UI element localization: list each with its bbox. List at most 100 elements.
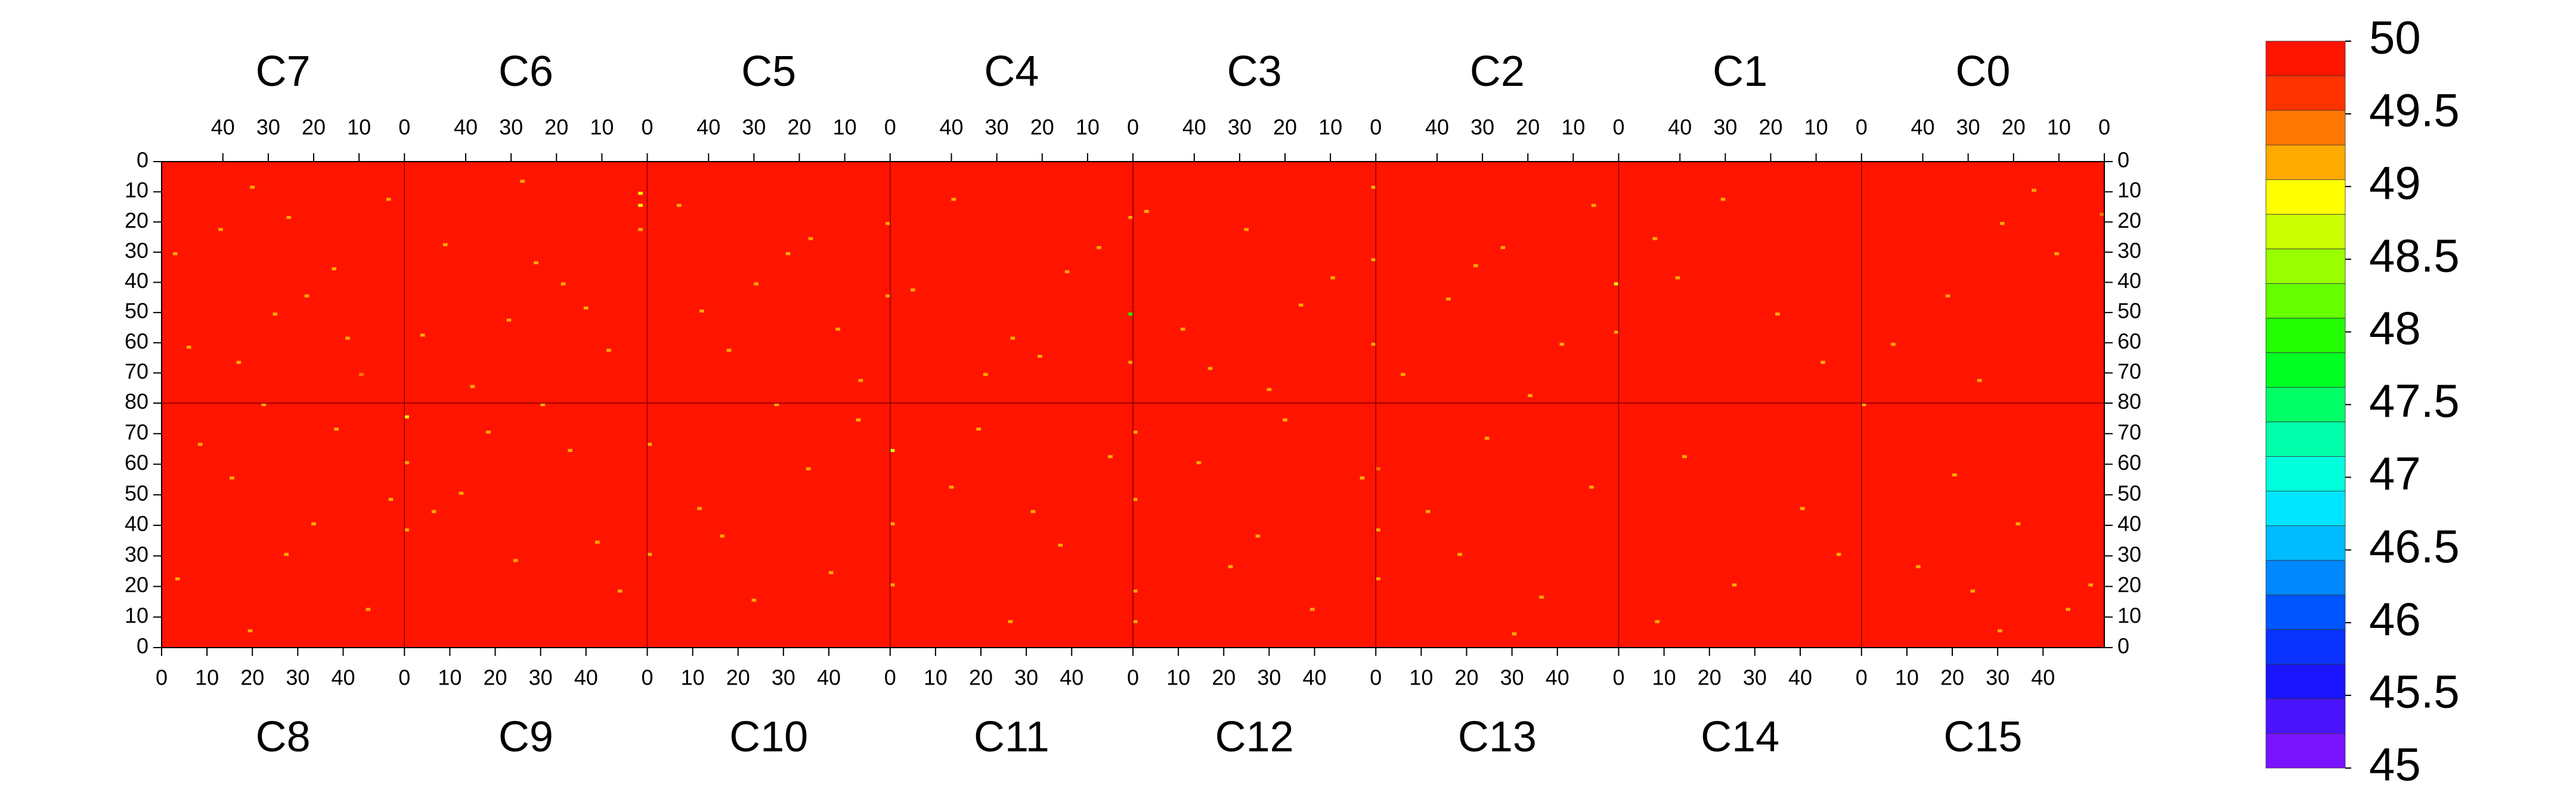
heat-cell — [1360, 476, 1365, 480]
heat-cell — [1559, 342, 1565, 346]
x-tick-label: 40 — [1302, 665, 1326, 690]
x-tick-label: 40 — [1425, 115, 1449, 140]
x-tick-label: 20 — [1698, 665, 1722, 690]
heat-cell — [606, 348, 611, 352]
panel-background — [1618, 162, 1862, 403]
heat-cell — [1030, 510, 1036, 513]
panel-background — [404, 162, 648, 403]
heat-cell — [785, 252, 791, 255]
colorbar-label: 49.5 — [2369, 84, 2460, 137]
heat-cell — [1376, 577, 1380, 581]
heat-cell — [332, 267, 337, 271]
chip-title: C5 — [741, 48, 796, 95]
heat-cell — [1861, 403, 1866, 407]
y-tick-label: 30 — [125, 238, 148, 262]
heat-cell — [1228, 565, 1233, 568]
y-tick-label: 80 — [2117, 389, 2141, 414]
y-tick-label: 60 — [2117, 329, 2141, 353]
y-tick-label: 80 — [125, 389, 148, 414]
heat-cell — [1330, 276, 1335, 280]
heat-cell — [720, 534, 724, 538]
y-tick-label: 70 — [125, 359, 148, 383]
x-tick-label: 0 — [1127, 665, 1139, 690]
y-tick-label: 50 — [2117, 299, 2141, 323]
heat-cell — [1484, 436, 1490, 440]
x-tick-label: 30 — [529, 665, 553, 690]
colorbar-band — [2265, 595, 2346, 630]
heat-cell — [2100, 213, 2104, 216]
y-tick-label: 40 — [125, 268, 148, 293]
heat-cell — [534, 261, 538, 265]
chip-title: C15 — [1943, 713, 2022, 761]
panel-background — [404, 403, 648, 648]
x-tick-label: 20 — [240, 665, 264, 690]
x-tick-label: 40 — [939, 115, 963, 140]
x-tick-label: 30 — [1743, 665, 1767, 690]
x-tick-label: 20 — [483, 665, 507, 690]
heat-cell — [1108, 455, 1113, 459]
heat-cell — [1371, 342, 1376, 346]
y-tick-label: 0 — [137, 634, 148, 658]
heat-cell — [2032, 188, 2036, 192]
heat-cell — [2015, 522, 2021, 525]
heat-cell — [976, 428, 981, 431]
heat-cell — [1283, 418, 1287, 422]
x-tick-label: 0 — [1856, 665, 1868, 690]
x-tick-label: 0 — [2098, 115, 2110, 140]
colorbar-label: 50 — [2369, 11, 2421, 64]
x-tick-label: 10 — [195, 665, 219, 690]
colorbar-label: 47 — [2369, 447, 2421, 500]
heat-cell — [311, 522, 316, 525]
x-tick-label: 30 — [256, 115, 280, 140]
heat-cell — [1376, 467, 1380, 470]
heat-cell — [1589, 485, 1594, 489]
colorbar-band — [2265, 491, 2346, 527]
y-tick-label: 50 — [2117, 481, 2141, 505]
heat-cell — [250, 185, 255, 189]
y-tick-label: 0 — [2117, 634, 2129, 658]
y-tick-label: 20 — [2117, 208, 2141, 233]
x-tick-label: 40 — [817, 665, 841, 690]
heat-cell — [540, 403, 546, 407]
x-tick-label: 20 — [1273, 115, 1297, 140]
heat-cell — [1457, 553, 1462, 556]
heat-cell — [1675, 276, 1680, 280]
x-tick-label: 0 — [1612, 115, 1624, 140]
x-tick-label: 30 — [1257, 665, 1281, 690]
heat-cell — [1058, 543, 1063, 547]
x-tick-label: 30 — [1014, 665, 1038, 690]
y-tick-label: 20 — [2117, 572, 2141, 597]
heat-cell — [1244, 228, 1249, 231]
heat-cell — [911, 288, 915, 292]
heat-cell — [273, 312, 278, 316]
colorbar-band — [2265, 179, 2346, 215]
x-tick-label: 40 — [1911, 115, 1934, 140]
colorbar-band — [2265, 525, 2346, 561]
heat-cell — [173, 252, 178, 255]
heat-cell — [1371, 258, 1376, 262]
heat-cell — [334, 428, 339, 431]
y-tick-label: 0 — [2117, 148, 2129, 172]
x-tick-label: 30 — [499, 115, 523, 140]
heat-cell — [1891, 342, 1896, 346]
y-tick-label: 20 — [125, 208, 148, 233]
y-tick-label: 70 — [2117, 420, 2141, 444]
heat-cell — [404, 528, 409, 532]
heat-cell — [890, 448, 895, 452]
heat-cell — [699, 309, 704, 313]
heat-cell — [754, 282, 758, 286]
heat-cell — [1999, 222, 2005, 225]
y-tick-label: 60 — [125, 450, 148, 475]
panel-background — [1133, 403, 1376, 648]
colorbar-band — [2265, 629, 2346, 665]
x-tick-label: 0 — [1612, 665, 1624, 690]
heat-cell — [1133, 620, 1138, 623]
chip-title: C10 — [729, 713, 808, 761]
x-tick-label: 30 — [742, 115, 766, 140]
x-tick-label: 0 — [156, 665, 168, 690]
chip-title: C4 — [984, 48, 1039, 95]
x-tick-label: 40 — [211, 115, 235, 140]
heat-cell — [638, 191, 643, 195]
heat-cell — [1309, 608, 1315, 611]
heat-cell — [828, 571, 834, 574]
